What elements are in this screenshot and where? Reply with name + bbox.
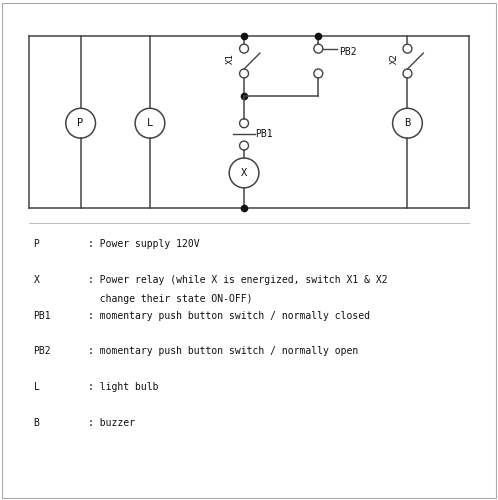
- Text: B: B: [404, 118, 410, 128]
- Text: PB1: PB1: [33, 310, 51, 320]
- Text: X: X: [241, 168, 247, 178]
- Text: : momentary push button switch / normally closed: : momentary push button switch / normall…: [88, 310, 370, 320]
- Text: : light bulb: : light bulb: [88, 382, 158, 392]
- Text: : buzzer: : buzzer: [88, 418, 135, 428]
- Text: : Power supply 120V: : Power supply 120V: [88, 239, 200, 249]
- Text: : Power relay (while X is energized, switch X1 & X2: : Power relay (while X is energized, swi…: [88, 275, 387, 285]
- Text: X1: X1: [226, 53, 235, 64]
- Text: : momentary push button switch / normally open: : momentary push button switch / normall…: [88, 346, 358, 356]
- Text: X: X: [33, 275, 39, 285]
- Text: B: B: [33, 418, 39, 428]
- Text: L: L: [147, 118, 153, 128]
- Text: change their state ON-OFF): change their state ON-OFF): [88, 294, 252, 304]
- Text: PB2: PB2: [33, 346, 51, 356]
- Text: X2: X2: [389, 53, 398, 64]
- Text: P: P: [33, 239, 39, 249]
- Text: PB2: PB2: [339, 47, 357, 57]
- Text: L: L: [33, 382, 39, 392]
- Text: PB1: PB1: [255, 130, 272, 140]
- Text: P: P: [78, 118, 84, 128]
